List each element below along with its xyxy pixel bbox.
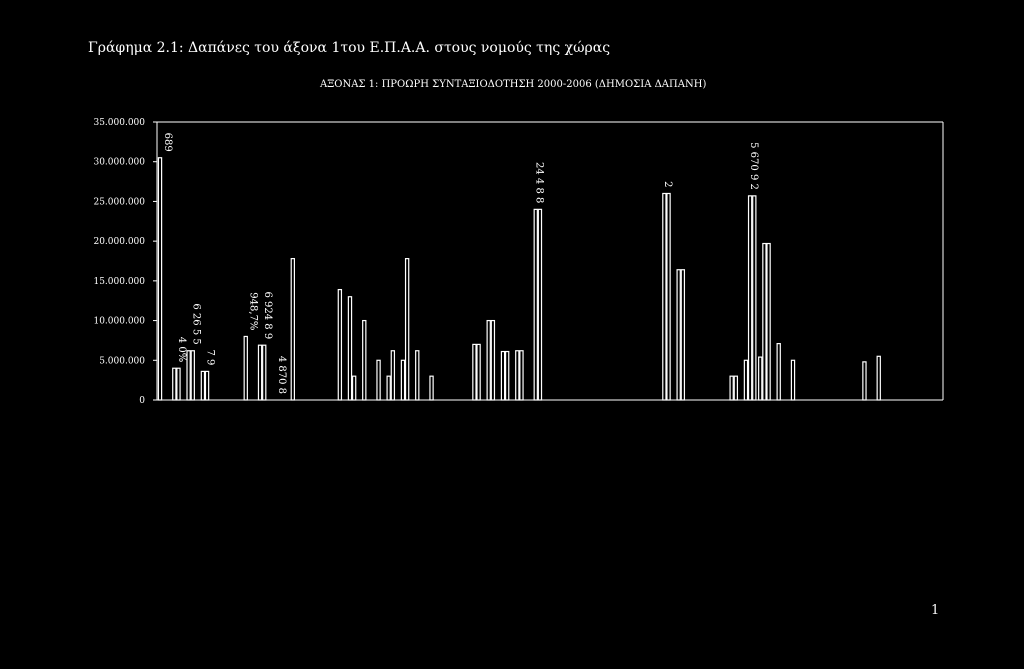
bar bbox=[676, 269, 681, 401]
data-label: 6 924 8 9 bbox=[262, 291, 273, 339]
data-label: 24 4 8 8 bbox=[533, 162, 544, 203]
bar bbox=[504, 350, 510, 401]
y-tick-label: 30.000.000 bbox=[93, 158, 145, 168]
bar bbox=[204, 370, 210, 401]
bar bbox=[290, 258, 295, 401]
bar bbox=[758, 356, 763, 401]
y-tick-label: 20.000.000 bbox=[93, 237, 145, 247]
bar bbox=[386, 375, 391, 401]
bar bbox=[390, 350, 396, 401]
chart-title: ΑΞΟΝΑΣ 1: ΠΡΟΩΡΗ ΣΥΝΤΑΞΙΟΔΟΤΗΣΗ 2000-200… bbox=[320, 79, 707, 90]
bar bbox=[752, 195, 757, 401]
bar bbox=[776, 343, 781, 401]
bar bbox=[733, 375, 739, 401]
bar bbox=[666, 192, 671, 401]
y-axis: 0 5.000.000 10.000.000 15.000.000 20.000.000… bbox=[93, 118, 944, 406]
bar bbox=[862, 361, 867, 401]
figure-caption: Γράφημα 2.1: Δαπάνες του άξονα 1του Ε.Π.… bbox=[88, 40, 611, 56]
bar bbox=[337, 288, 343, 401]
bar bbox=[476, 343, 481, 401]
bar bbox=[157, 157, 163, 401]
bar bbox=[486, 319, 491, 401]
bar bbox=[762, 242, 767, 401]
bar bbox=[472, 343, 477, 401]
bar bbox=[729, 375, 734, 401]
bar bbox=[200, 370, 206, 401]
bar bbox=[515, 350, 520, 401]
data-label: 689 bbox=[162, 133, 173, 152]
bar bbox=[172, 367, 177, 401]
bar bbox=[537, 208, 543, 401]
bars bbox=[157, 157, 881, 401]
bar bbox=[747, 195, 753, 401]
bar bbox=[376, 359, 381, 401]
bar bbox=[680, 269, 686, 401]
bar bbox=[429, 375, 434, 401]
bar bbox=[790, 359, 796, 401]
page-number: 1 bbox=[931, 603, 940, 618]
bar bbox=[257, 344, 263, 401]
bar bbox=[404, 258, 410, 401]
bar bbox=[190, 350, 195, 401]
data-label: 6 26 5 5 bbox=[190, 303, 201, 344]
bar bbox=[500, 350, 506, 401]
bar bbox=[490, 319, 496, 401]
bar bbox=[662, 192, 667, 401]
data-labels: 689 4 0%6 26 5 5 7 9 948,7% 6 924 8 9 4 870 8… bbox=[162, 133, 759, 394]
bar bbox=[533, 208, 538, 401]
data-label: 5 670 9 2 bbox=[748, 142, 759, 190]
bar bbox=[347, 296, 353, 401]
bar bbox=[186, 350, 191, 401]
bar bbox=[876, 355, 881, 401]
y-tick-label: 10.000.000 bbox=[93, 317, 145, 327]
data-label: 4 0% bbox=[176, 337, 187, 362]
bar bbox=[400, 359, 406, 401]
y-tick-label: 15.000.000 bbox=[93, 277, 145, 287]
bar bbox=[362, 319, 367, 401]
data-label: 2 bbox=[662, 181, 673, 187]
bar bbox=[519, 350, 524, 401]
bar bbox=[176, 367, 181, 401]
y-tick-label: 0 bbox=[139, 396, 145, 406]
bar bbox=[351, 375, 357, 401]
bar bbox=[243, 335, 248, 401]
data-label: 7 9 bbox=[205, 349, 216, 365]
bar bbox=[415, 350, 420, 401]
data-label: 4 870 8 bbox=[276, 356, 287, 394]
y-tick-label: 35.000.000 bbox=[93, 118, 145, 128]
y-tick-label: 25.000.000 bbox=[93, 197, 145, 207]
data-label: 948,7% bbox=[248, 292, 259, 330]
y-tick-label: 5.000.000 bbox=[99, 356, 145, 366]
bar bbox=[743, 359, 749, 401]
bar bbox=[262, 344, 267, 401]
bar bbox=[766, 242, 771, 401]
